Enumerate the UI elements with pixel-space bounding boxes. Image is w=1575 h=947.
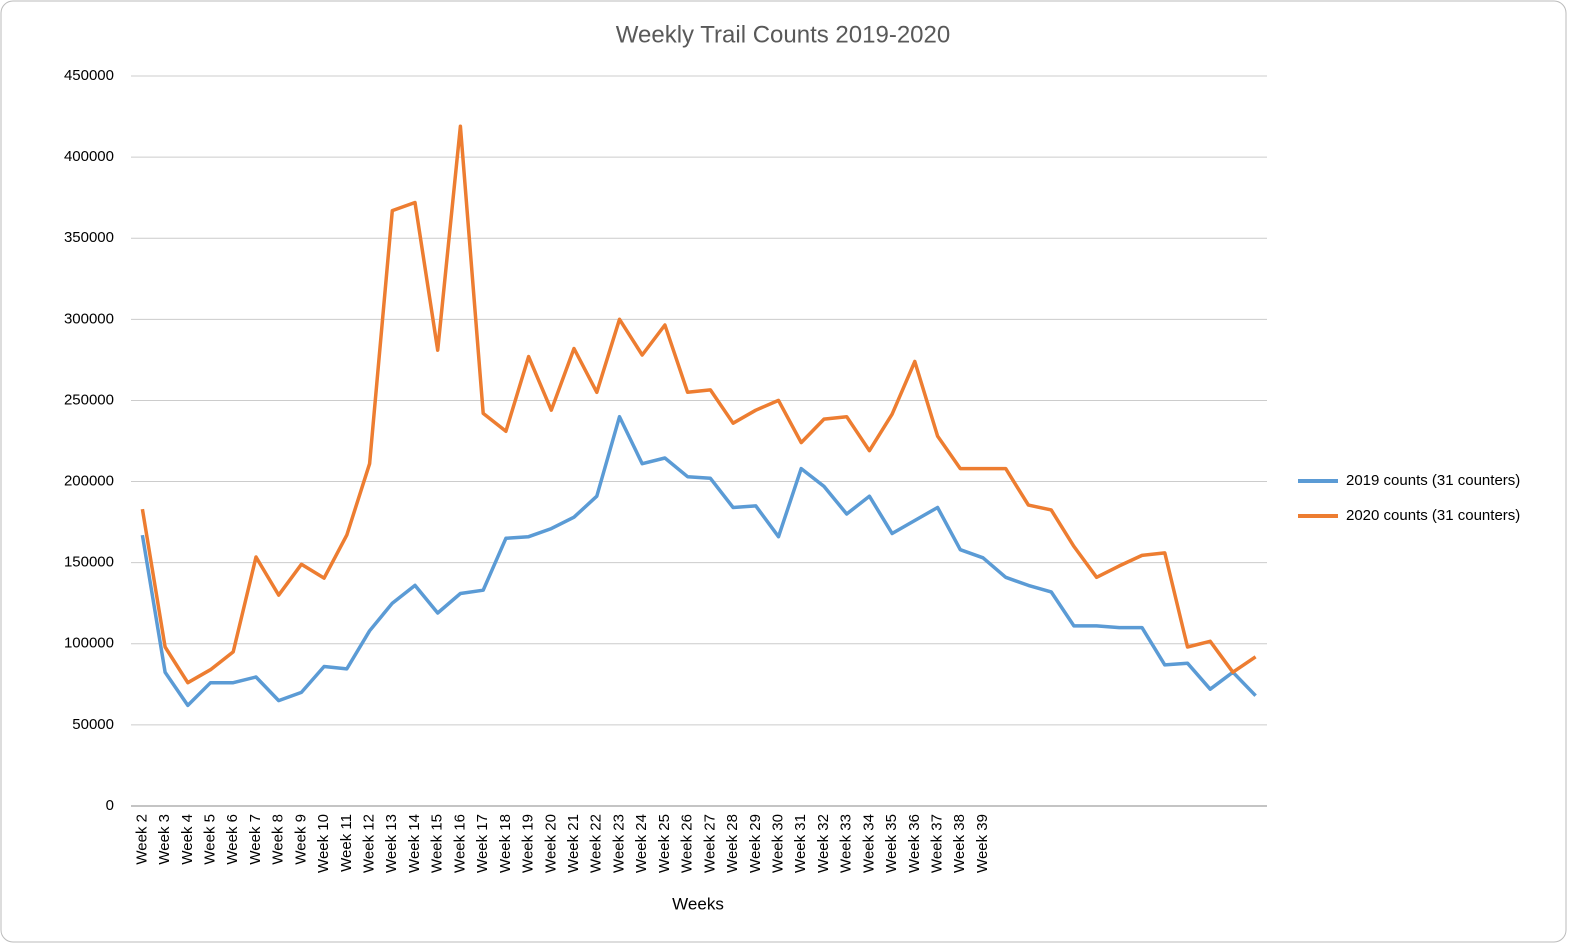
y-tick-label: 450000 [64, 67, 114, 84]
x-tick-label: Week 33 [838, 814, 855, 873]
x-tick-label: Week 21 [565, 814, 582, 873]
x-tick-label: Week 15 [429, 814, 446, 873]
y-tick-label: 0 [106, 797, 114, 814]
x-tick-label: Week 28 [724, 814, 741, 873]
y-tick-label: 400000 [64, 148, 114, 165]
x-tick-label: Week 11 [338, 814, 355, 872]
y-tick-label: 300000 [64, 310, 114, 327]
x-tick-label: Week 26 [679, 814, 696, 873]
x-tick-label: Week 20 [542, 814, 559, 873]
x-tick-label: Week 5 [201, 814, 218, 865]
x-tick-label: Week 8 [270, 814, 287, 865]
x-tick-label: Week 13 [383, 814, 400, 873]
x-tick-label: Week 24 [633, 814, 650, 873]
y-tick-label: 250000 [64, 391, 114, 408]
x-tick-label: Week 23 [610, 814, 627, 873]
x-tick-label: Week 32 [815, 814, 832, 873]
y-tick-label: 50000 [72, 716, 114, 733]
x-tick-label: Week 30 [769, 814, 786, 873]
x-tick-label: Week 27 [701, 814, 718, 873]
x-tick-label: Week 10 [315, 814, 332, 873]
x-tick-label: Week 34 [860, 814, 877, 873]
x-tick-label: Week 17 [474, 814, 491, 873]
x-tick-label: Week 7 [247, 814, 264, 865]
x-tick-label: Week 12 [361, 814, 378, 873]
x-tick-label: Week 19 [520, 814, 537, 873]
x-tick-label: Week 18 [497, 814, 514, 873]
x-tick-label: Week 29 [747, 814, 764, 873]
x-axis-label: Weeks [672, 894, 724, 913]
x-tick-label: Week 6 [224, 814, 241, 865]
x-tick-label: Week 3 [156, 814, 173, 865]
series-line [140, 414, 1257, 708]
y-tick-label: 200000 [64, 473, 114, 490]
series-line [140, 124, 1257, 685]
x-tick-label: Week 35 [883, 814, 900, 873]
legend-label: 2019 counts (31 counters) [1346, 472, 1520, 489]
y-tick-label: 150000 [64, 554, 114, 571]
x-tick-label: Week 22 [588, 814, 605, 873]
x-tick-label: Week 9 [292, 814, 309, 865]
x-tick-label: Week 39 [974, 814, 991, 873]
chart-title: Weekly Trail Counts 2019-2020 [616, 21, 950, 48]
x-tick-label: Week 14 [406, 814, 423, 873]
x-tick-label: Week 37 [929, 814, 946, 873]
x-tick-label: Week 38 [951, 814, 968, 873]
x-tick-label: Week 31 [792, 814, 809, 873]
y-tick-label: 100000 [64, 635, 114, 652]
y-tick-label: 350000 [64, 229, 114, 246]
x-tick-label: Week 16 [451, 814, 468, 873]
x-tick-label: Week 2 [133, 814, 150, 865]
x-tick-label: Week 36 [906, 814, 923, 873]
legend-label: 2020 counts (31 counters) [1346, 507, 1520, 524]
x-tick-label: Week 25 [656, 814, 673, 873]
x-tick-label: Week 4 [179, 814, 196, 865]
